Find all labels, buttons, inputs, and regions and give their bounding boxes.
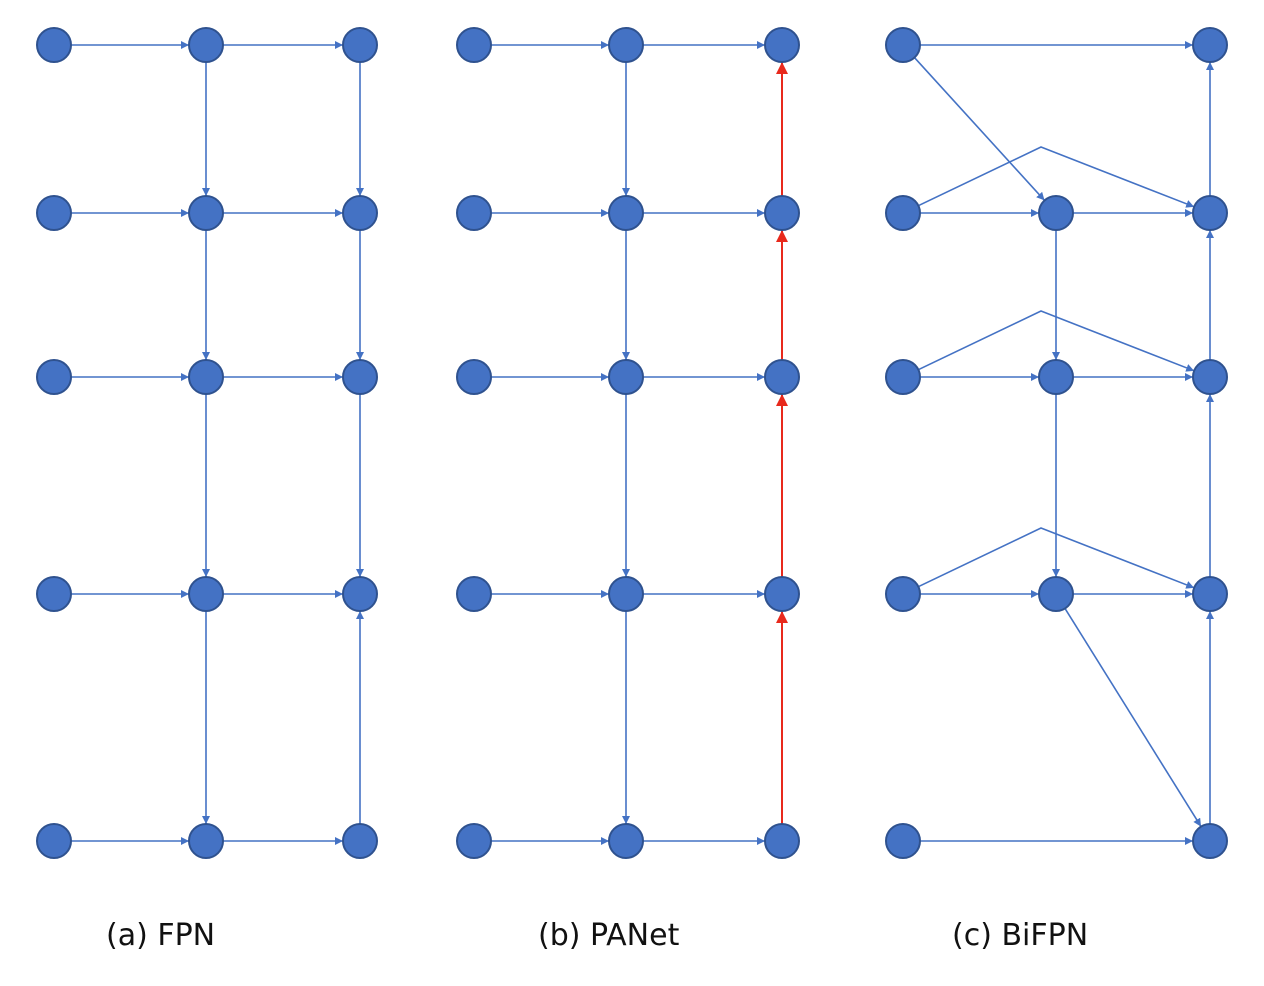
bifpn-intermediate-node-4: [1038, 576, 1074, 612]
bifpn-input-node-1: [885, 27, 921, 63]
fpn-topdown-node-5: [188, 823, 224, 859]
panet-topdown-node-2: [608, 195, 644, 231]
fpn-input-node-2: [36, 195, 72, 231]
panet-input-node-1: [456, 27, 492, 63]
bifpn-output-node-5: [1192, 823, 1228, 859]
bifpn-topdown-diagonal-edge: [913, 57, 1046, 201]
bifpn-skip-edge-3: [917, 310, 1195, 372]
panet-input-node-2: [456, 195, 492, 231]
bifpn-skip-edge-2: [917, 146, 1195, 208]
fpn-topdown-node-3: [188, 359, 224, 395]
bifpn-output-node-3: [1192, 359, 1228, 395]
fpn-topdown-node-1: [188, 27, 224, 63]
panet-input-node-5: [456, 823, 492, 859]
fpn-output-node-4: [342, 576, 378, 612]
bifpn-input-node-2: [885, 195, 921, 231]
bifpn-output-node-4: [1192, 576, 1228, 612]
fpn-topdown-node-4: [188, 576, 224, 612]
bifpn-downward-diagonal-edge: [1064, 608, 1202, 827]
caption-fpn: (a) FPN: [106, 918, 216, 953]
panet-input-node-3: [456, 359, 492, 395]
bifpn-input-node-3: [885, 359, 921, 395]
panet-topdown-node-3: [608, 359, 644, 395]
bifpn-output-node-2: [1192, 195, 1228, 231]
panet-bottomup-node-5: [764, 823, 800, 859]
fpn-output-node-2: [342, 195, 378, 231]
bifpn-intermediate-node-3: [1038, 359, 1074, 395]
bifpn-intermediate-node-2: [1038, 195, 1074, 231]
panet-bottomup-node-3: [764, 359, 800, 395]
fpn-output-node-1: [342, 27, 378, 63]
panet-topdown-node-1: [608, 27, 644, 63]
panet-bottomup-node-1: [764, 27, 800, 63]
panet-input-node-4: [456, 576, 492, 612]
fpn-input-node-4: [36, 576, 72, 612]
panet-topdown-node-5: [608, 823, 644, 859]
caption-panet: (b) PANet: [538, 918, 680, 953]
fpn-input-node-3: [36, 359, 72, 395]
edges-layer: [71, 41, 1214, 845]
fpn-output-node-3: [342, 359, 378, 395]
panet-bottomup-node-2: [764, 195, 800, 231]
fpn-input-node-5: [36, 823, 72, 859]
caption-bifpn: (c) BiFPN: [952, 918, 1089, 953]
bifpn-input-node-5: [885, 823, 921, 859]
panet-bottomup-node-4: [764, 576, 800, 612]
bifpn-output-node-1: [1192, 27, 1228, 63]
bifpn-skip-edge-4: [917, 527, 1195, 589]
fpn-input-node-1: [36, 27, 72, 63]
nodes-layer: [36, 27, 1228, 859]
bifpn-input-node-4: [885, 576, 921, 612]
fpn-output-node-5: [342, 823, 378, 859]
panet-topdown-node-4: [608, 576, 644, 612]
fpn-topdown-node-2: [188, 195, 224, 231]
